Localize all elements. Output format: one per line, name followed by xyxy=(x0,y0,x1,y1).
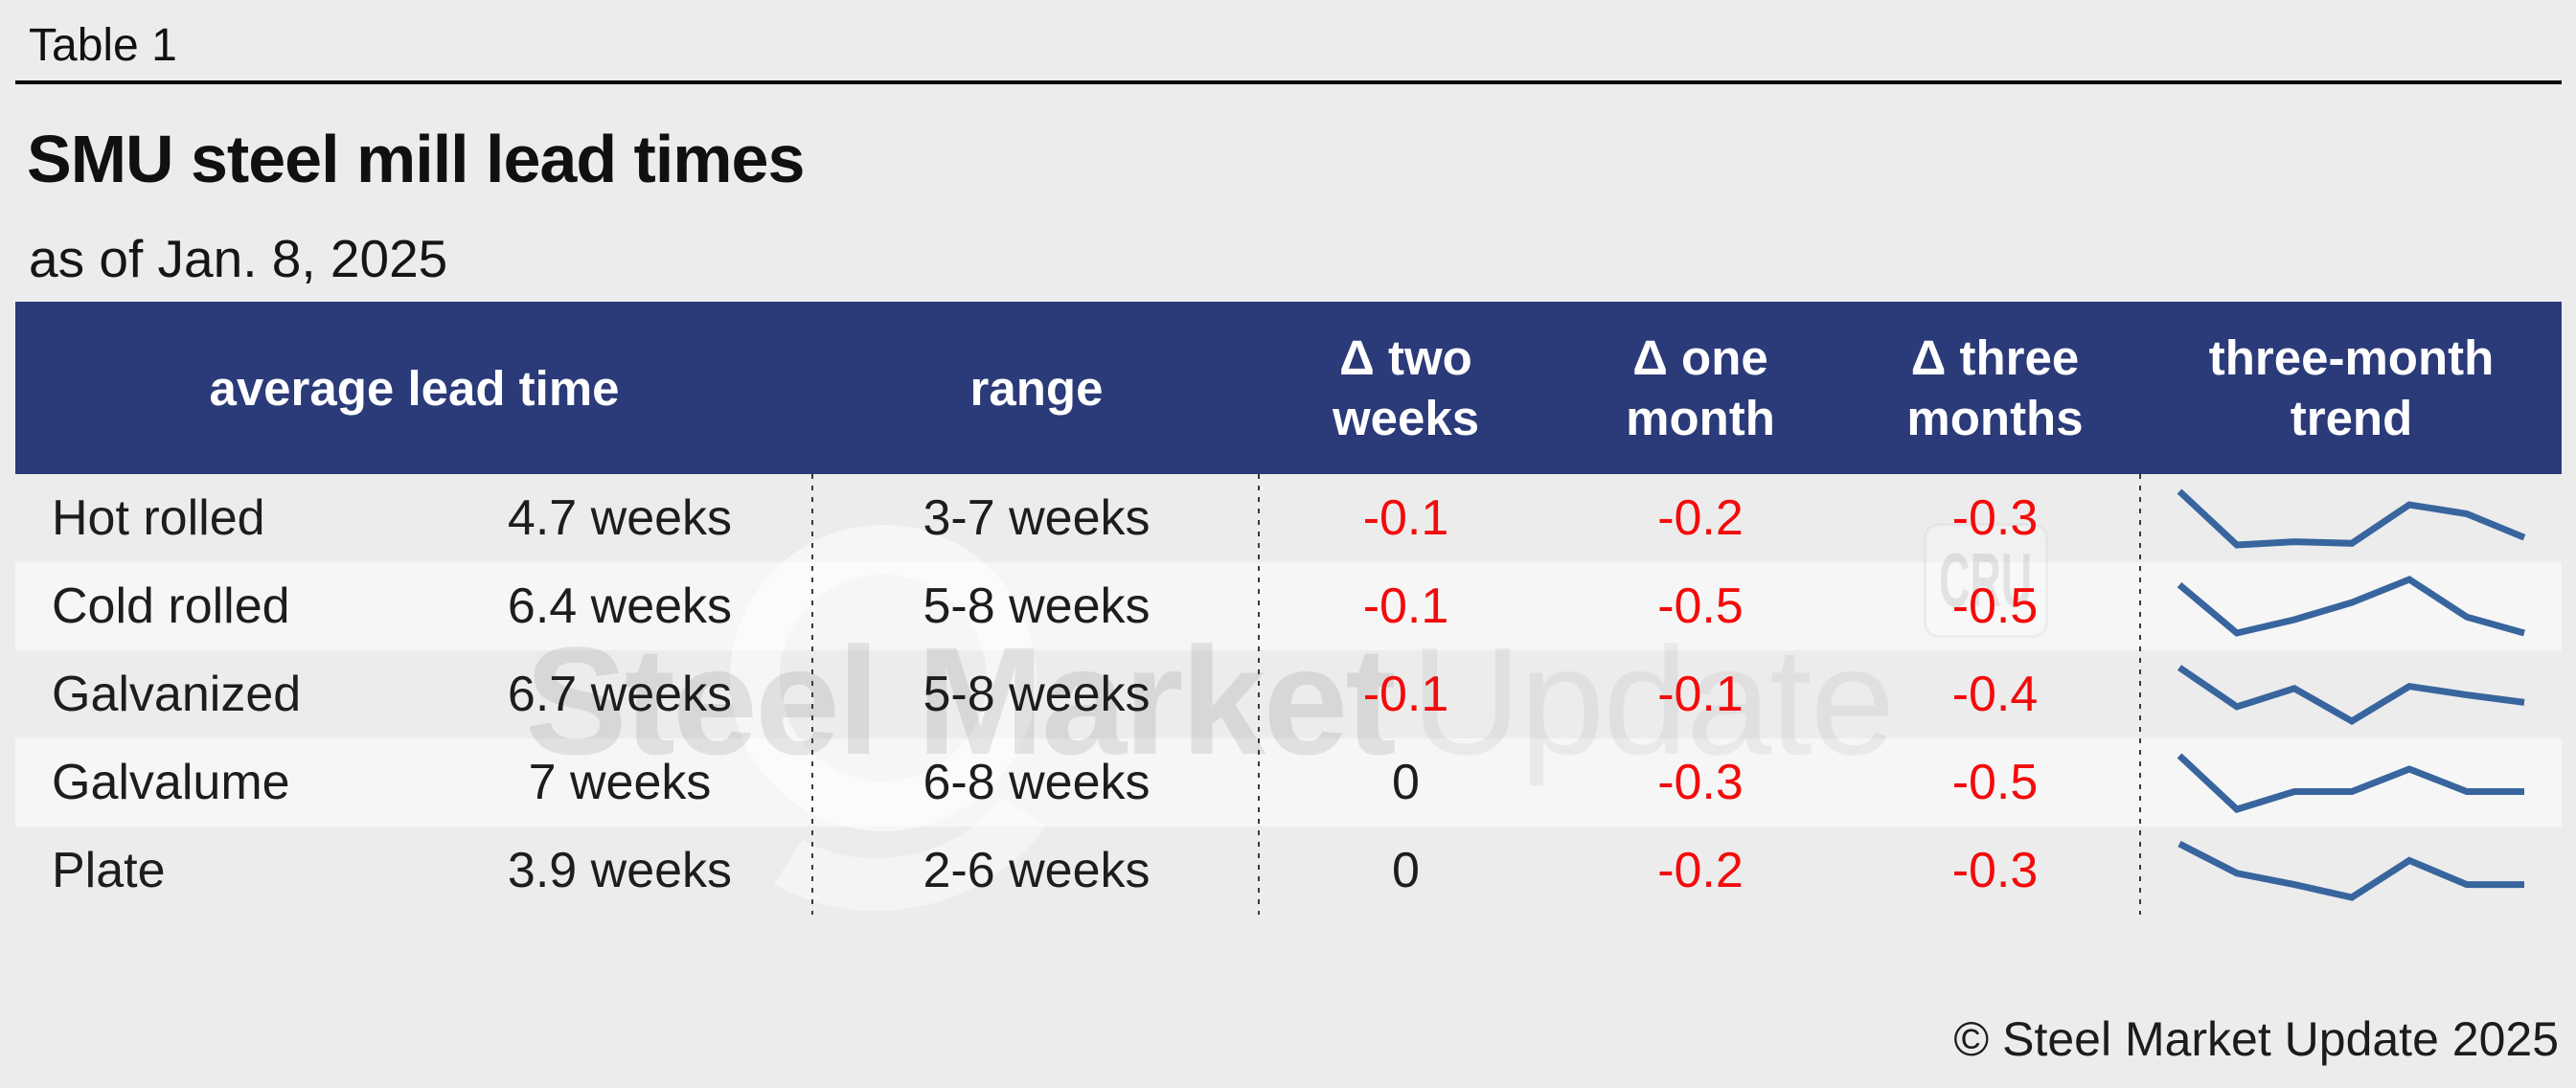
header-average-lead-time: average lead time xyxy=(209,360,620,416)
cell-product: Hot rolled xyxy=(52,490,265,546)
top-rule xyxy=(15,80,2562,84)
header-delta-one-month: Δ one month xyxy=(1626,330,1775,445)
header-delta-two-weeks: Δ two weeks xyxy=(1332,330,1480,445)
cell-delta-two-weeks: 0 xyxy=(1392,755,1420,810)
cell-delta-one-month: -0.1 xyxy=(1657,667,1744,722)
cell-delta-two-weeks: 0 xyxy=(1392,843,1420,898)
cell-delta-two-weeks: -0.1 xyxy=(1362,578,1449,634)
cell-average-lead-time: 3.9 weeks xyxy=(507,843,733,898)
column-divider-dotted xyxy=(1258,474,1260,915)
cru-watermark-badge: CRU xyxy=(1924,523,2048,638)
sparkline-chart xyxy=(2177,840,2524,901)
table-body: Hot rolled 4.7 weeks 3-7 weeks -0.1 -0.2 -0.3… xyxy=(15,474,2562,915)
header-range: range xyxy=(969,360,1104,416)
smu-brand-watermark-bold: Steel Market xyxy=(525,615,1397,786)
cell-average-lead-time: 6.7 weeks xyxy=(507,667,733,722)
cell-average-lead-time: 4.7 weeks xyxy=(507,490,733,546)
header-three-month-trend: three-month trend xyxy=(2208,330,2495,445)
cell-three-month-trend xyxy=(2141,827,2562,915)
cell-product: Galvalume xyxy=(52,755,290,810)
sparkline-chart xyxy=(2177,576,2525,637)
cell-range: 3-7 weeks xyxy=(923,490,1151,546)
cell-range: 5-8 weeks xyxy=(923,667,1151,722)
cell-range: 5-8 weeks xyxy=(923,578,1151,634)
cell-delta-three-months: -0.5 xyxy=(1951,755,2039,810)
cell-product: Cold rolled xyxy=(52,578,290,634)
cell-delta-two-weeks: -0.1 xyxy=(1362,490,1449,546)
cell-delta-one-month: -0.3 xyxy=(1657,755,1744,810)
table-row: Hot rolled 4.7 weeks 3-7 weeks -0.1 -0.2 -0.3 xyxy=(15,474,2562,562)
page-title: SMU steel mill lead times xyxy=(27,122,805,196)
table-row: Galvanized 6.7 weeks 5-8 weeks -0.1 -0.1 -0.4 xyxy=(15,650,2562,738)
cell-average-lead-time: 7 weeks xyxy=(528,755,712,810)
cru-watermark-label: CRU xyxy=(1939,537,2033,623)
table-header-row: average lead time range Δ two weeks Δ on… xyxy=(15,302,2562,474)
cell-delta-one-month: -0.2 xyxy=(1657,843,1744,898)
cell-delta-two-weeks: -0.1 xyxy=(1362,667,1449,722)
table-row: Plate 3.9 weeks 2-6 weeks 0 -0.2 -0.3 xyxy=(15,827,2562,915)
cell-range: 2-6 weeks xyxy=(923,843,1151,898)
sparkline-line xyxy=(2177,840,2524,901)
sparkline-chart xyxy=(2177,488,2525,549)
column-divider-dotted xyxy=(811,474,813,915)
table-row: Galvalume 7 weeks 6-8 weeks 0 -0.3 -0.5 xyxy=(15,738,2562,827)
cell-range: 6-8 weeks xyxy=(923,755,1151,810)
cell-three-month-trend xyxy=(2141,474,2562,562)
sparkline-line xyxy=(2177,576,2525,637)
cell-delta-one-month: -0.5 xyxy=(1657,578,1744,634)
sparkline-line xyxy=(2177,665,2524,726)
cell-product: Galvanized xyxy=(52,667,302,722)
cell-product: Plate xyxy=(52,843,166,898)
lead-times-table: average lead time range Δ two weeks Δ on… xyxy=(15,302,2562,915)
cell-three-month-trend xyxy=(2141,562,2562,650)
page-subtitle: as of Jan. 8, 2025 xyxy=(29,229,448,288)
smu-brand-watermark: Steel Market Update xyxy=(525,624,1896,778)
table-label: Table 1 xyxy=(29,20,177,71)
cell-delta-three-months: -0.5 xyxy=(1951,578,2039,634)
copyright-footer: © Steel Market Update 2025 xyxy=(1953,1012,2559,1066)
table-row: Cold rolled 6.4 weeks 5-8 weeks -0.1 -0.5 -0.… xyxy=(15,562,2562,650)
smu-brand-watermark-light: Update xyxy=(1410,615,1896,786)
cell-delta-three-months: -0.3 xyxy=(1951,490,2039,546)
cell-three-month-trend xyxy=(2141,738,2562,827)
cell-average-lead-time: 6.4 weeks xyxy=(507,578,733,634)
column-divider-dotted xyxy=(2139,474,2141,915)
cell-three-month-trend xyxy=(2141,650,2562,738)
sparkline-line xyxy=(2177,488,2525,549)
sparkline-chart xyxy=(2177,753,2524,813)
cell-delta-one-month: -0.2 xyxy=(1657,490,1744,546)
sparkline-line xyxy=(2177,753,2524,813)
cell-delta-three-months: -0.4 xyxy=(1951,667,2039,722)
header-delta-three-months: Δ three months xyxy=(1906,330,2084,445)
sparkline-chart xyxy=(2177,665,2524,726)
cell-delta-three-months: -0.3 xyxy=(1951,843,2039,898)
